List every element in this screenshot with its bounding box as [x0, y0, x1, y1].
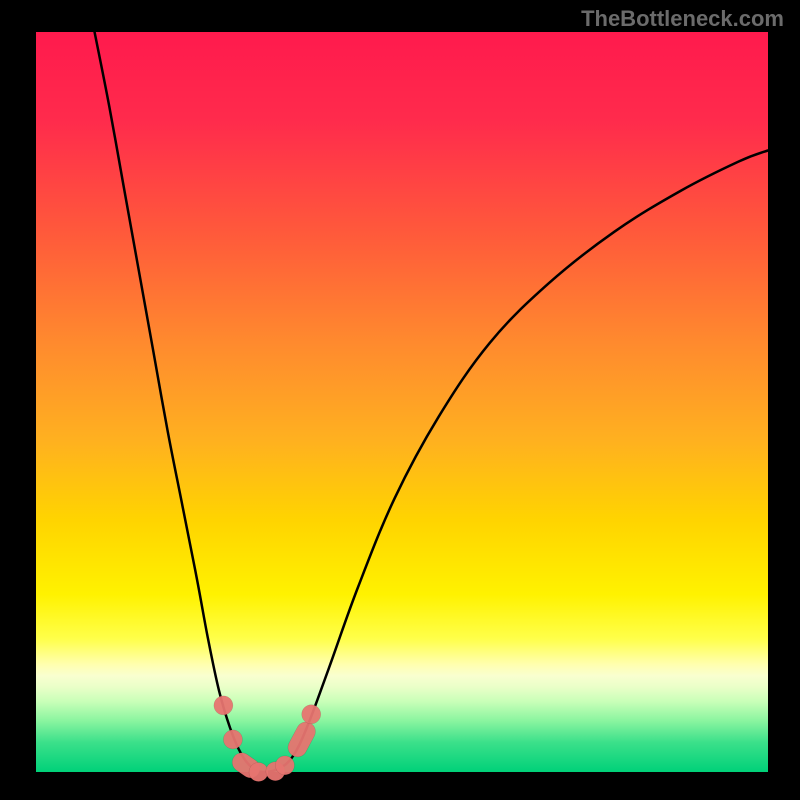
data-markers	[214, 696, 321, 782]
data-marker-6	[285, 719, 319, 761]
data-marker-1	[223, 730, 242, 749]
watermark-text: TheBottleneck.com	[581, 6, 784, 32]
data-marker-5	[275, 756, 294, 775]
chart-svg	[0, 0, 800, 800]
data-marker-0	[214, 696, 233, 715]
data-marker-7	[302, 705, 321, 724]
data-marker-3	[249, 762, 268, 781]
bottleneck-curve-path	[95, 32, 768, 772]
bottleneck-curve	[95, 32, 768, 772]
chart-container: TheBottleneck.com	[0, 0, 800, 800]
